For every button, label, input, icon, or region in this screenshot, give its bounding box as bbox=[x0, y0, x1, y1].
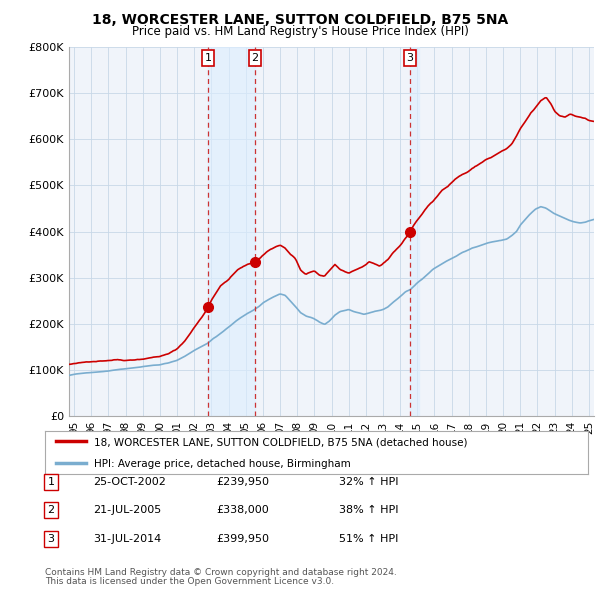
Text: HPI: Average price, detached house, Birmingham: HPI: Average price, detached house, Birm… bbox=[94, 459, 350, 469]
Bar bbox=[208, 47, 255, 416]
Text: Price paid vs. HM Land Registry's House Price Index (HPI): Price paid vs. HM Land Registry's House … bbox=[131, 25, 469, 38]
Text: 32% ↑ HPI: 32% ↑ HPI bbox=[339, 477, 398, 487]
Text: 18, WORCESTER LANE, SUTTON COLDFIELD, B75 5NA: 18, WORCESTER LANE, SUTTON COLDFIELD, B7… bbox=[92, 13, 508, 27]
Text: £338,000: £338,000 bbox=[216, 506, 269, 515]
Text: 2: 2 bbox=[251, 53, 259, 63]
Text: 18, WORCESTER LANE, SUTTON COLDFIELD, B75 5NA (detached house): 18, WORCESTER LANE, SUTTON COLDFIELD, B7… bbox=[94, 437, 467, 447]
Text: This data is licensed under the Open Government Licence v3.0.: This data is licensed under the Open Gov… bbox=[45, 577, 334, 586]
Text: £399,950: £399,950 bbox=[216, 534, 269, 543]
Text: 25-OCT-2002: 25-OCT-2002 bbox=[93, 477, 166, 487]
Text: 38% ↑ HPI: 38% ↑ HPI bbox=[339, 506, 398, 515]
Text: £239,950: £239,950 bbox=[216, 477, 269, 487]
Text: 1: 1 bbox=[47, 477, 55, 487]
Text: Contains HM Land Registry data © Crown copyright and database right 2024.: Contains HM Land Registry data © Crown c… bbox=[45, 568, 397, 577]
Text: 31-JUL-2014: 31-JUL-2014 bbox=[93, 534, 161, 543]
Text: 3: 3 bbox=[407, 53, 413, 63]
Text: 51% ↑ HPI: 51% ↑ HPI bbox=[339, 534, 398, 543]
Text: 21-JUL-2005: 21-JUL-2005 bbox=[93, 506, 161, 515]
Text: 2: 2 bbox=[47, 506, 55, 515]
Text: 3: 3 bbox=[47, 534, 55, 543]
Text: 1: 1 bbox=[205, 53, 212, 63]
Bar bbox=[410, 47, 419, 416]
